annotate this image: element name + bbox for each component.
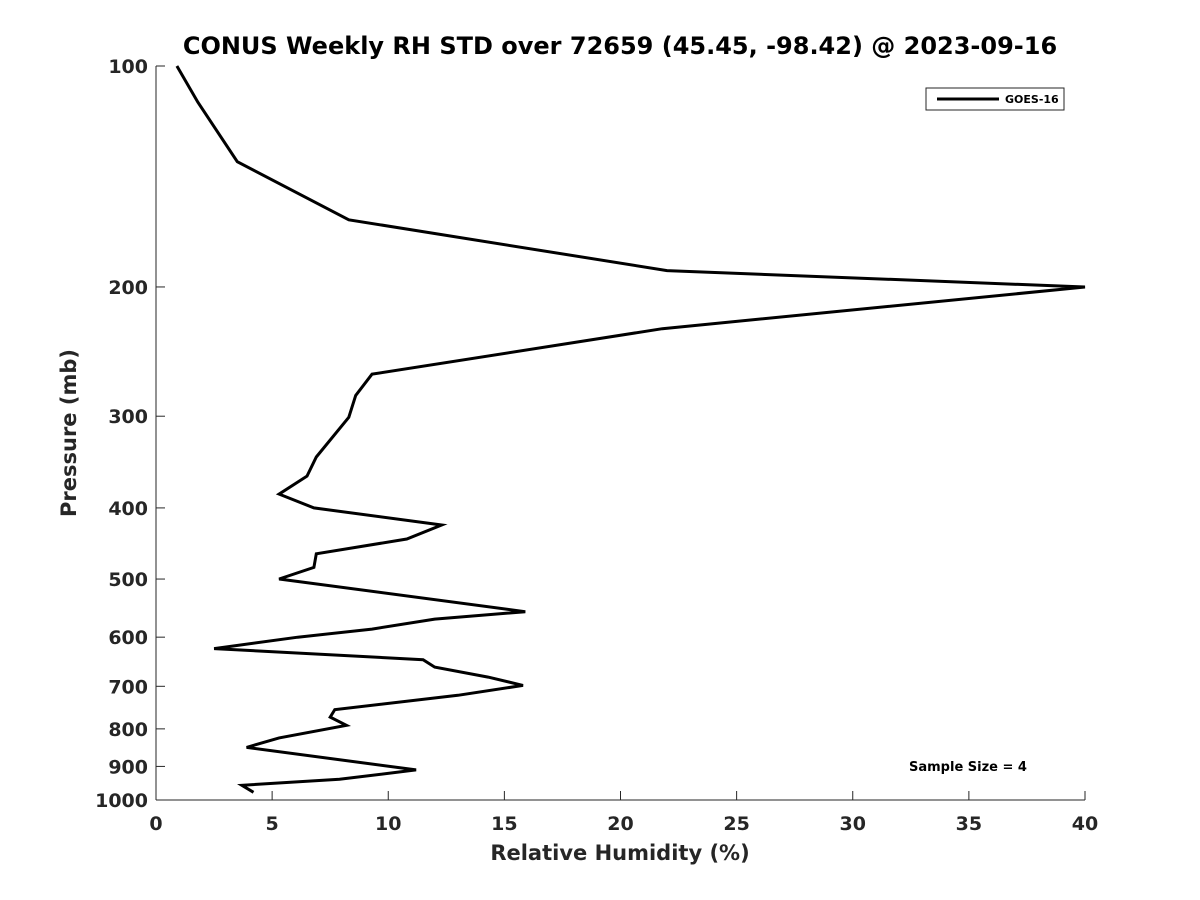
x-tick-label: 10: [375, 813, 401, 835]
legend-label: GOES-16: [1005, 93, 1059, 106]
x-tick-label: 20: [607, 813, 633, 835]
x-tick-label: 25: [723, 813, 749, 835]
y-tick-label: 700: [108, 676, 148, 698]
x-tick-label: 0: [149, 813, 162, 835]
x-tick-label: 5: [266, 813, 279, 835]
y-tick-label: 100: [108, 56, 148, 78]
x-tick-label: 30: [840, 813, 866, 835]
y-tick-label: 900: [108, 756, 148, 778]
y-tick-label: 200: [108, 277, 148, 299]
y-tick-label: 800: [108, 719, 148, 741]
y-tick-label: 400: [108, 498, 148, 520]
chart-title: CONUS Weekly RH STD over 72659 (45.45, -…: [183, 32, 1057, 60]
plot-area: [175, 65, 1086, 794]
x-tick-label: 15: [491, 813, 517, 835]
x-tick-label: 40: [1072, 813, 1098, 835]
sample-size-annotation: Sample Size = 4: [909, 760, 1027, 775]
axes: 0 5 10 15 20 25 30 35 40 100 200 300 400 500 600 700 800…: [95, 56, 1098, 835]
y-tick-label: 300: [108, 406, 148, 428]
x-tick-label: 35: [956, 813, 982, 835]
y-tick-label: 1000: [95, 790, 148, 812]
y-tick-label: 500: [108, 569, 148, 591]
y-axis-label: Pressure (mb): [57, 349, 81, 517]
legend: GOES-16: [925, 87, 1065, 111]
series-line-goes-16: [175, 65, 1086, 794]
y-tick-label: 600: [108, 627, 148, 649]
x-axis-label: Relative Humidity (%): [490, 841, 749, 865]
